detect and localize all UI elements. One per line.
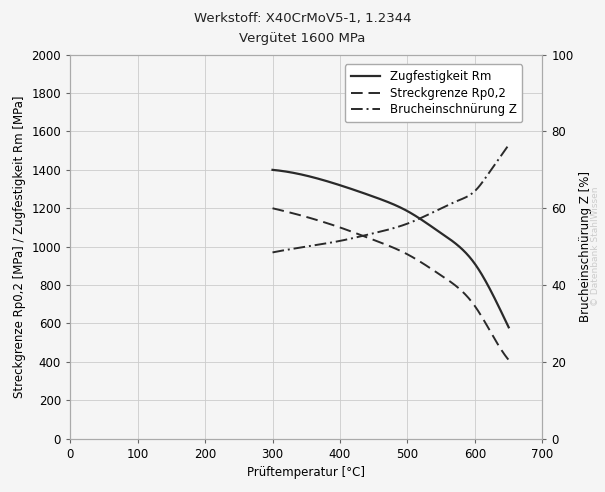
Zugfestigkeit Rm (409, 211, 416, 217)
Legend: Zugfestigkeit Rm, Streckgrenze Rp0,2, Brucheinschnürung Z: Zugfestigkeit Rm, Streckgrenze Rp0,2, Br… (345, 64, 522, 123)
Line: Streckgrenze Rp0,2: Streckgrenze Rp0,2 (272, 208, 509, 360)
Line: Brucheinschnürung Z: Brucheinschnürung Z (272, 145, 509, 252)
Brucheinschnürung Z (483, 173, 490, 179)
Zugfestigkeit Rm (410, 212, 417, 217)
Zugfestigkeit Rm (468, 256, 475, 262)
Text: © Datenbank StahlWissen: © Datenbank StahlWissen (592, 186, 600, 306)
Brucheinschnürung Z (413, 217, 420, 223)
X-axis label: Prüftemperatur [°C]: Prüftemperatur [°C] (247, 466, 365, 479)
Y-axis label: Brucheinschnürung Z [%]: Brucheinschnürung Z [%] (579, 171, 592, 322)
Streckgrenze Rp0,2 (413, 257, 420, 263)
Brucheinschnürung Z (468, 191, 475, 197)
Streckgrenze Rp0,2 (468, 299, 475, 305)
Brucheinschnürung Z (269, 249, 276, 255)
Brucheinschnürung Z (505, 142, 512, 148)
Zugfestigkeit Rm (413, 214, 420, 220)
Streckgrenze Rp0,2 (410, 254, 417, 260)
Brucheinschnürung Z (410, 218, 417, 224)
Streckgrenze Rp0,2 (270, 206, 277, 212)
Brucheinschnürung Z (270, 249, 277, 255)
Line: Zugfestigkeit Rm: Zugfestigkeit Rm (272, 170, 509, 327)
Streckgrenze Rp0,2 (505, 357, 512, 363)
Streckgrenze Rp0,2 (269, 205, 276, 211)
Zugfestigkeit Rm (269, 167, 276, 173)
Brucheinschnürung Z (409, 219, 416, 225)
Streckgrenze Rp0,2 (483, 322, 490, 328)
Zugfestigkeit Rm (483, 280, 490, 286)
Zugfestigkeit Rm (505, 324, 512, 330)
Text: Vergütet 1600 MPa: Vergütet 1600 MPa (240, 32, 365, 45)
Y-axis label: Streckgrenze Rp0,2 [MPa] / Zugfestigkeit Rm [MPa]: Streckgrenze Rp0,2 [MPa] / Zugfestigkeit… (13, 95, 26, 398)
Text: Werkstoff: X40CrMoV5-1, 1.2344: Werkstoff: X40CrMoV5-1, 1.2344 (194, 12, 411, 25)
Zugfestigkeit Rm (270, 167, 277, 173)
Streckgrenze Rp0,2 (409, 254, 416, 260)
